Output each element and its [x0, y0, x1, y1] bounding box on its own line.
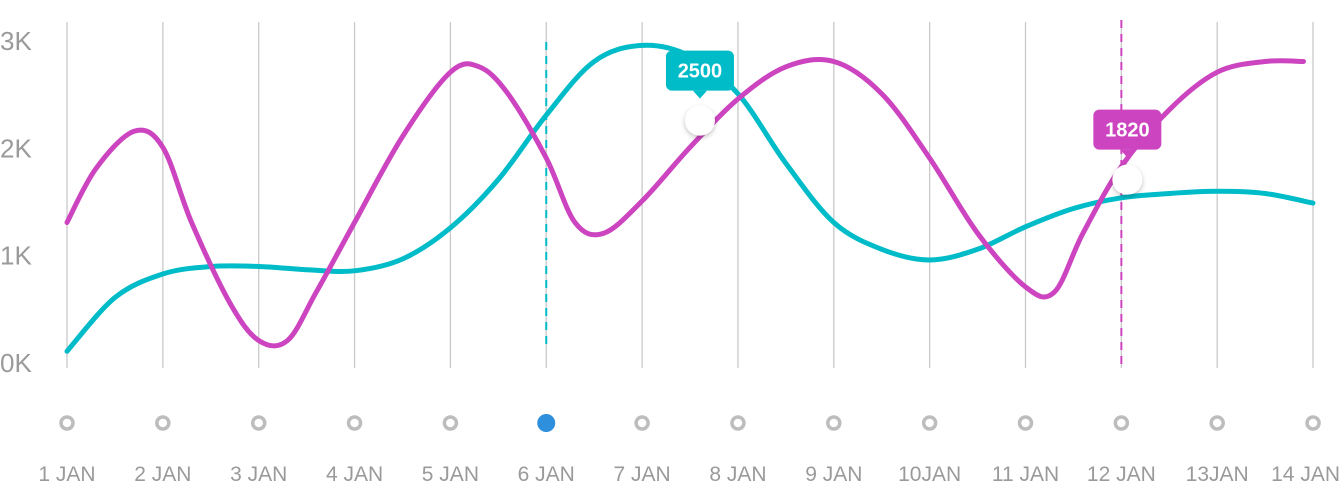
y-tick-label: 2K	[0, 133, 32, 163]
x-axis-dot-active[interactable]	[537, 414, 556, 432]
x-tick-label: 7 JAN	[614, 463, 671, 486]
x-axis-dot[interactable]	[346, 415, 363, 431]
data-point-marker[interactable]	[684, 105, 715, 136]
x-axis-dot[interactable]	[442, 415, 459, 431]
x-axis-dot[interactable]	[1209, 415, 1225, 431]
tooltip-pointer	[692, 90, 707, 99]
x-tick-label: 1 JAN	[38, 463, 95, 486]
x-tick-label: 10JAN	[898, 463, 961, 486]
x-tick-label: 5 JAN	[422, 463, 479, 486]
y-tick-label: 1K	[0, 241, 32, 271]
x-axis-ticks: 1 JAN 2 JAN 3 JAN 4 JAN 5 JAN 6 JAN 7 JAN 8 JAN…	[38, 463, 1340, 486]
tooltip-magenta: 1820	[1093, 109, 1162, 158]
x-tick-label: 13JAN	[1186, 463, 1249, 486]
tooltip-label: 1820	[1105, 120, 1150, 142]
tooltip-teal: 2500	[665, 50, 734, 99]
y-axis-ticks: 0K 1K 2K 3K	[0, 26, 32, 378]
x-axis-dot[interactable]	[921, 415, 938, 431]
tooltip-label: 2500	[678, 61, 723, 83]
x-tick-label: 8 JAN	[709, 463, 766, 486]
series-line-magenta	[64, 57, 1306, 349]
x-axis-dot[interactable]	[1305, 415, 1321, 431]
x-tick-label: 4 JAN	[326, 463, 383, 486]
series-layer	[64, 42, 1316, 354]
data-point-marker[interactable]	[1112, 164, 1143, 195]
x-tick-label: 3 JAN	[230, 463, 287, 486]
guide-lines	[545, 20, 1123, 368]
x-axis-dot[interactable]	[59, 415, 75, 431]
tooltips: 2500 1820	[665, 50, 1162, 158]
x-tick-label: 14 JAN	[1271, 463, 1340, 486]
y-tick-label: 0K	[0, 348, 32, 378]
tooltip-pointer	[1120, 149, 1135, 158]
x-tick-label: 9 JAN	[805, 463, 862, 486]
x-tick-label: 6 JAN	[518, 463, 575, 486]
tooltip-box	[1093, 109, 1162, 150]
x-axis-dot[interactable]	[250, 415, 267, 431]
tooltip-box	[665, 50, 734, 91]
x-axis-dot[interactable]	[155, 415, 171, 431]
x-tick-label: 11 JAN	[992, 463, 1059, 486]
x-tick-label: 2 JAN	[134, 463, 191, 486]
markers	[684, 105, 1143, 195]
x-tick-label: 12 JAN	[1087, 463, 1156, 486]
x-axis-dots	[59, 414, 1321, 432]
y-tick-label: 3K	[0, 26, 32, 56]
x-axis-dot[interactable]	[730, 415, 746, 431]
x-axis-dot[interactable]	[826, 415, 842, 431]
series-line-teal	[64, 42, 1316, 354]
x-axis-dot[interactable]	[634, 415, 650, 431]
x-axis-dot[interactable]	[1017, 415, 1034, 431]
x-axis-dot[interactable]	[1113, 415, 1130, 431]
